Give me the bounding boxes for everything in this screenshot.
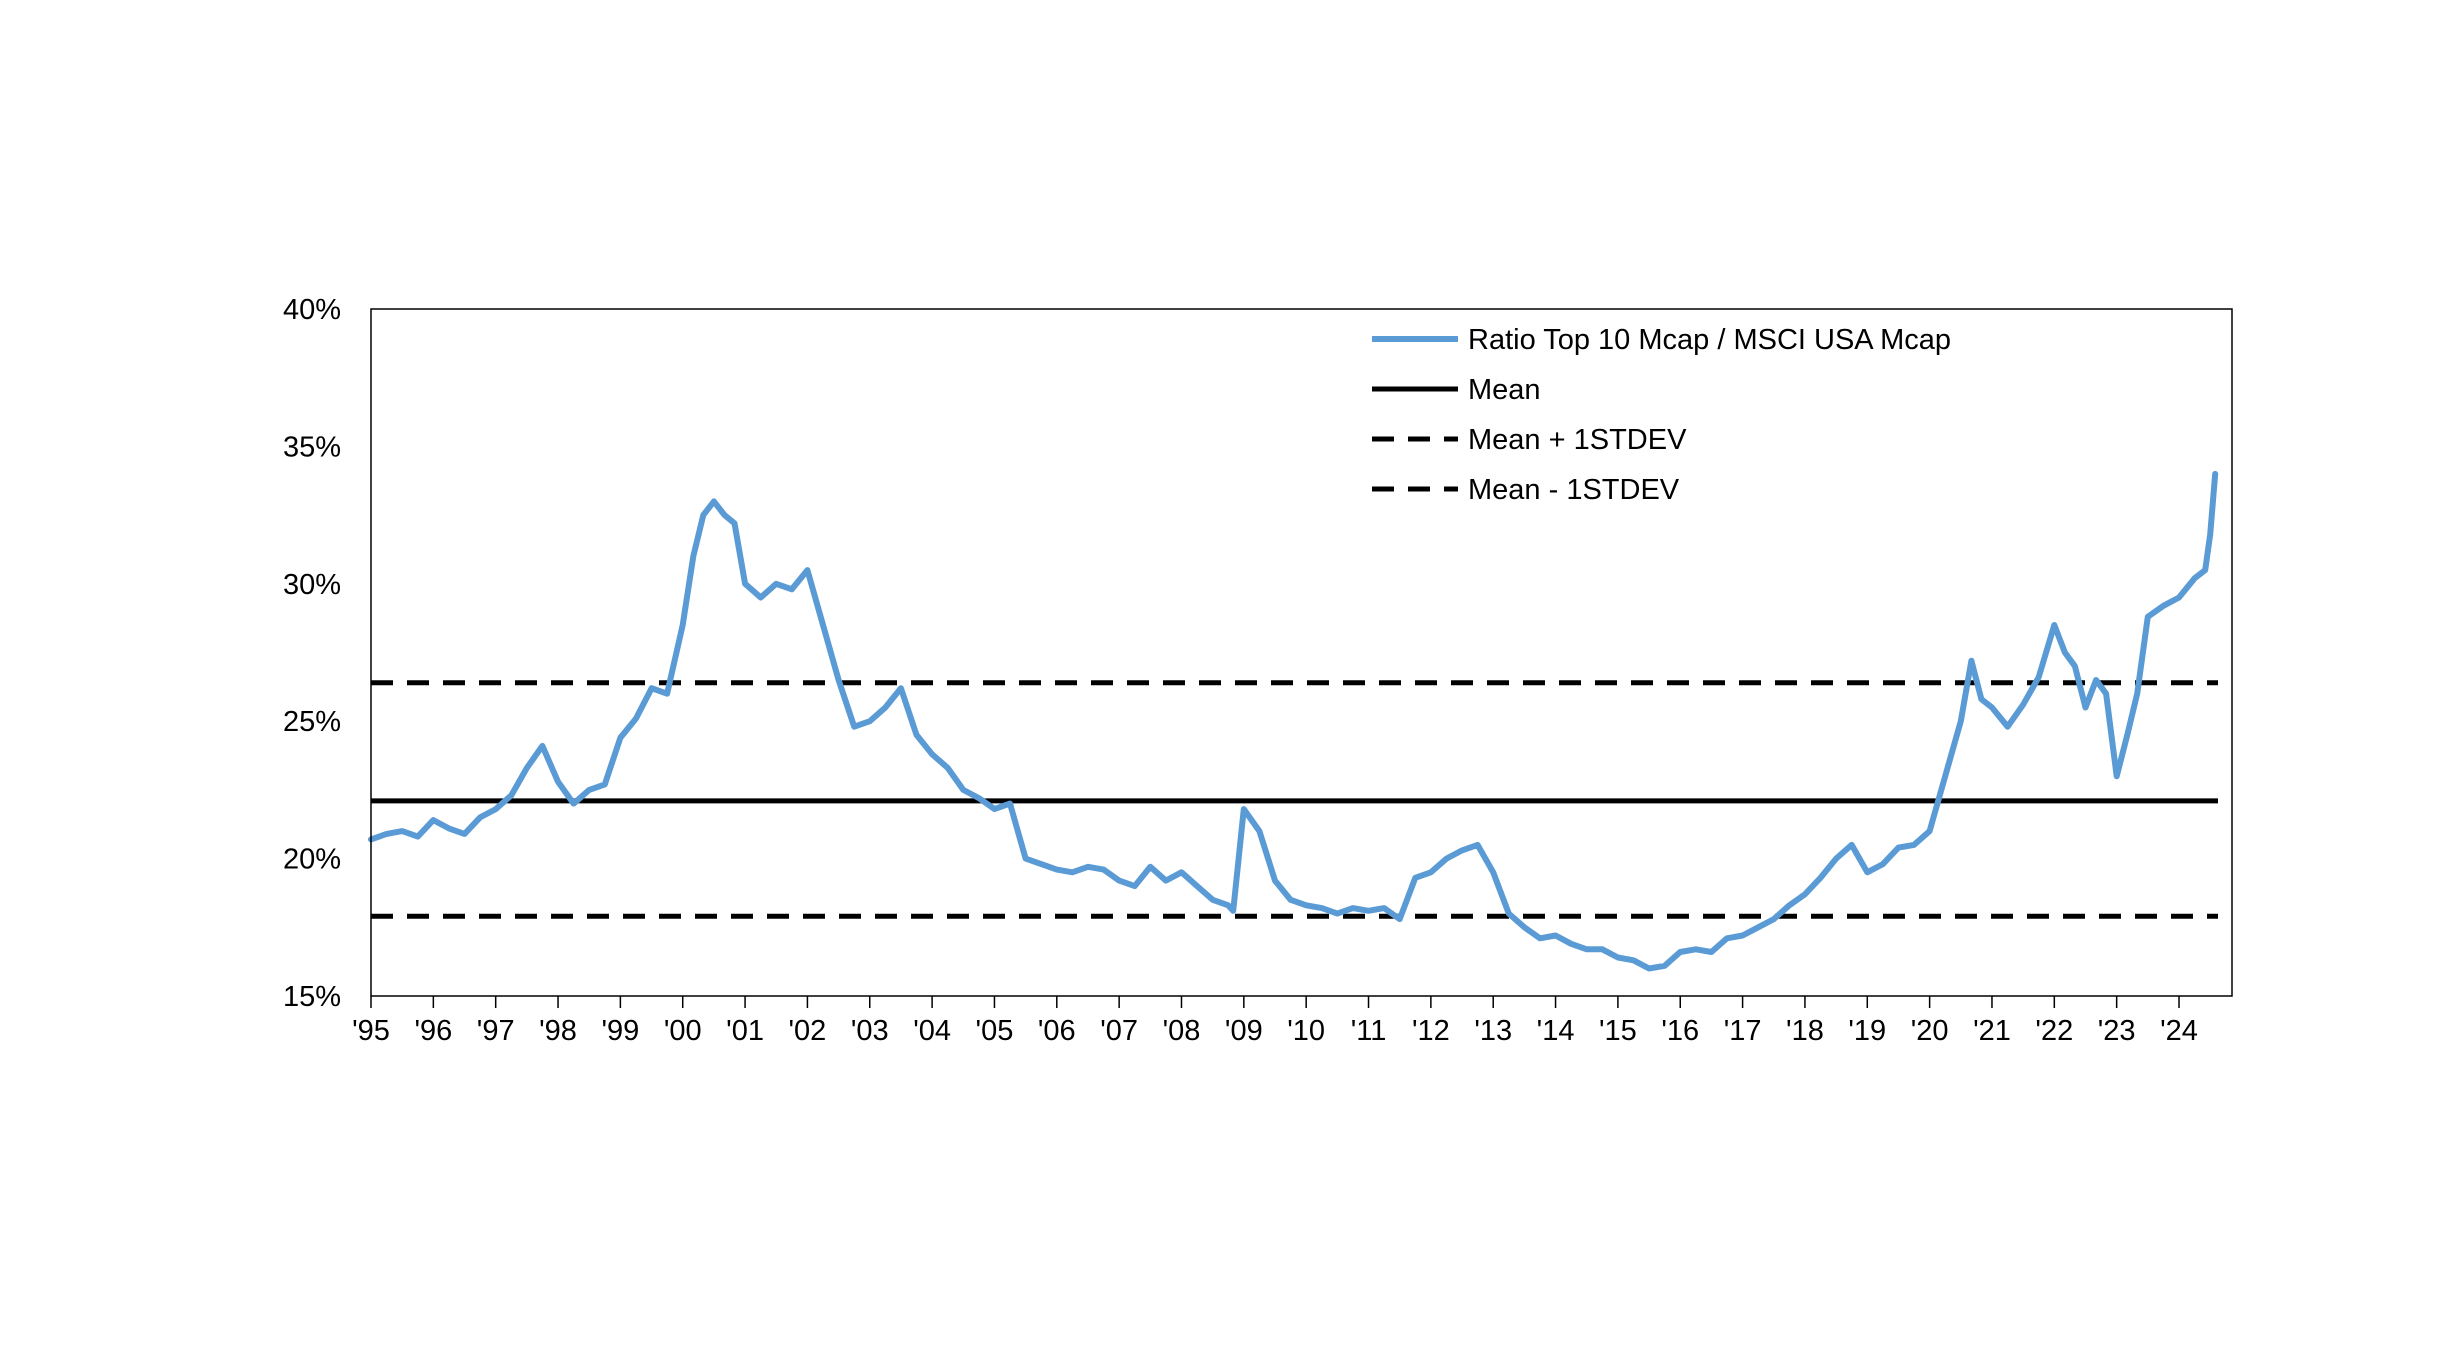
legend-label: Mean [1468, 374, 1541, 406]
x-tick-label: '10 [1287, 1015, 1325, 1047]
y-tick-label: 30% [283, 569, 341, 601]
x-tick-label: '24 [2160, 1015, 2198, 1047]
x-tick-label: '05 [976, 1015, 1014, 1047]
x-tick-label: '95 [352, 1015, 390, 1047]
x-tick-label: '19 [1848, 1015, 1886, 1047]
x-tick-label: '12 [1412, 1015, 1450, 1047]
reference-lines [371, 680, 2218, 919]
series-layer [368, 470, 2219, 972]
x-tick-label: '20 [1911, 1015, 1949, 1047]
x-tick-label: '08 [1163, 1015, 1201, 1047]
x-tick-label: '99 [601, 1015, 639, 1047]
y-tick-label: 20% [283, 844, 341, 876]
x-tick-label: '23 [2098, 1015, 2136, 1047]
x-tick-label: '03 [851, 1015, 889, 1047]
series-line-ratio-top10 [368, 470, 2219, 972]
x-tick-label: '07 [1100, 1015, 1138, 1047]
x-tick-label: '11 [1351, 1015, 1387, 1047]
x-tick-label: '14 [1537, 1015, 1575, 1047]
x-tick-label: '96 [414, 1015, 452, 1047]
y-axis-labels: 15% 20% 25% 30% 35% 40% [283, 294, 341, 1013]
y-tick-label: 40% [283, 294, 341, 326]
x-tick-label: '22 [2035, 1015, 2073, 1047]
x-tick-label: '00 [664, 1015, 702, 1047]
x-tick-label: '02 [789, 1015, 827, 1047]
x-tick-label: '09 [1225, 1015, 1263, 1047]
x-tick-label: '17 [1724, 1015, 1762, 1047]
plot-area-frame [370, 308, 2233, 997]
legend-label: Ratio Top 10 Mcap / MSCI USA Mcap [1468, 324, 1951, 356]
legend-label: Mean + 1STDEV [1468, 424, 1687, 456]
x-tick-label: '16 [1661, 1015, 1699, 1047]
y-tick-label: 35% [283, 431, 341, 463]
y-tick-label: 15% [283, 981, 341, 1013]
x-axis: '95 '96 '97 '98 '99 '00 '01 '02 '03 '04 '05 '06 '07 '… [352, 996, 2198, 1047]
y-tick-label: 25% [283, 706, 341, 738]
x-tick-label: '98 [539, 1015, 577, 1047]
x-tick-label: '15 [1599, 1015, 1637, 1047]
x-tick-label: '21 [1973, 1015, 2011, 1047]
x-tick-label: '97 [477, 1015, 515, 1047]
x-tick-label: '18 [1786, 1015, 1824, 1047]
x-tick-label: '01 [726, 1015, 764, 1047]
x-tick-label: '04 [913, 1015, 951, 1047]
legend-label: Mean - 1STDEV [1468, 474, 1680, 506]
x-tick-label: '13 [1474, 1015, 1512, 1047]
legend: Ratio Top 10 Mcap / MSCI USA Mcap Mean Mea… [1372, 324, 1951, 506]
x-tick-label: '06 [1038, 1015, 1076, 1047]
